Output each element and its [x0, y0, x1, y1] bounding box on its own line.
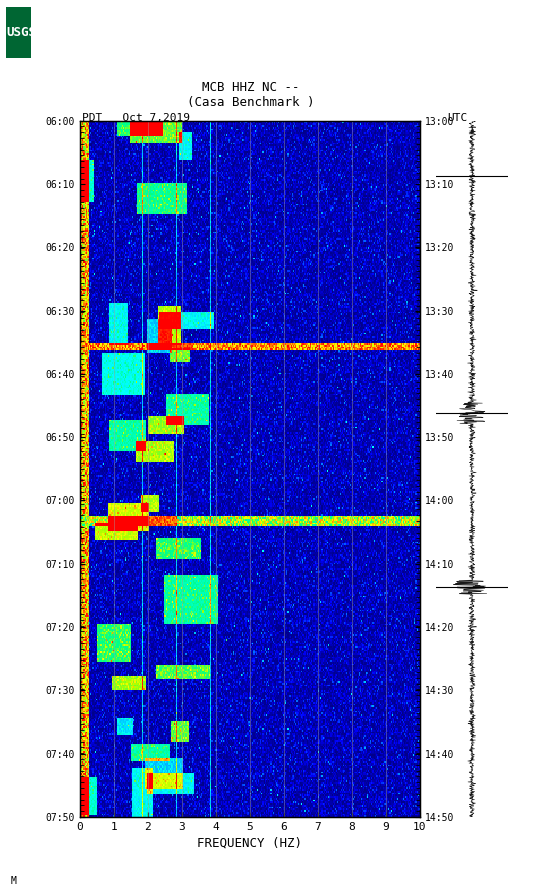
- Text: UTC: UTC: [447, 113, 468, 123]
- Text: PDT   Oct 7,2019: PDT Oct 7,2019: [82, 113, 190, 123]
- Text: (Casa Benchmark ): (Casa Benchmark ): [188, 96, 315, 109]
- FancyBboxPatch shape: [6, 7, 31, 58]
- Text: M: M: [11, 876, 17, 886]
- Text: USGS: USGS: [7, 26, 37, 38]
- Text: MCB HHZ NC --: MCB HHZ NC --: [203, 80, 300, 94]
- X-axis label: FREQUENCY (HZ): FREQUENCY (HZ): [197, 836, 302, 849]
